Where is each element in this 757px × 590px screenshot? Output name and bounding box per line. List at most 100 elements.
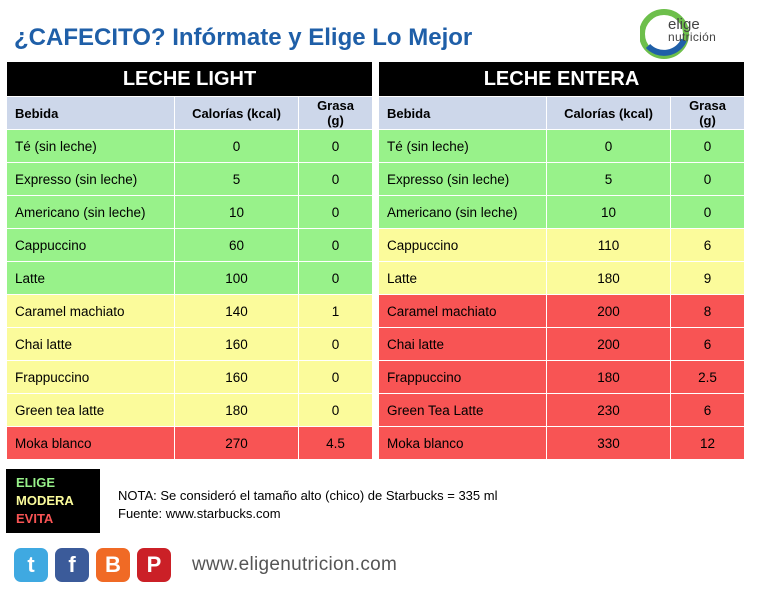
blogger-icon[interactable]: B <box>96 548 130 582</box>
cell-calorias: 180 <box>546 261 671 295</box>
cell-grasa: 0 <box>669 195 746 229</box>
column-header-bebida: Bebida <box>378 96 547 130</box>
logo-line1: elige <box>668 16 700 33</box>
cell-grasa: 8 <box>669 294 746 328</box>
table-row: Caramel machiato 140 1 <box>6 294 373 328</box>
legend-modera: MODERA <box>16 493 74 508</box>
cell-bebida: Frappuccino <box>6 360 175 394</box>
cell-grasa: 0 <box>298 261 373 295</box>
logo-line2: nutrición <box>668 30 717 44</box>
table-row: Expresso (sin leche) 5 0 <box>378 162 746 196</box>
cell-grasa: 0 <box>298 327 373 361</box>
cell-grasa: 12 <box>669 426 746 460</box>
cell-grasa: 6 <box>669 327 746 361</box>
page-title: ¿CAFECITO? Infórmate y Elige Lo Mejor <box>14 24 473 51</box>
table-row: Chai latte 160 0 <box>6 327 373 361</box>
cell-calorias: 160 <box>174 327 299 361</box>
cell-grasa: 6 <box>669 393 746 427</box>
source-line: Fuente: www.starbucks.com <box>118 506 281 521</box>
cell-bebida: Moka blanco <box>6 426 175 460</box>
cell-bebida: Cappuccino <box>378 228 547 262</box>
cell-calorias: 10 <box>546 195 671 229</box>
table-row: Latte 100 0 <box>6 261 373 295</box>
cell-calorias: 160 <box>174 360 299 394</box>
column-header-grasa: Grasa (g) <box>298 96 373 130</box>
cell-grasa: 0 <box>298 360 373 394</box>
table-row: Green Tea Latte 230 6 <box>378 393 746 427</box>
cell-calorias: 110 <box>546 228 671 262</box>
cell-bebida: Latte <box>378 261 547 295</box>
color-legend: ELIGE MODERA EVITA <box>6 469 100 533</box>
cell-grasa: 0 <box>669 129 746 163</box>
cell-grasa: 0 <box>298 228 373 262</box>
cell-grasa: 0 <box>298 195 373 229</box>
cell-calorias: 5 <box>174 162 299 196</box>
cell-bebida: Chai latte <box>6 327 175 361</box>
table-heading: LECHE ENTERA <box>377 61 746 97</box>
table-heading: LECHE LIGHT <box>6 61 373 97</box>
table-row: Americano (sin leche) 10 0 <box>378 195 746 229</box>
cell-bebida: Expresso (sin leche) <box>6 162 175 196</box>
column-header-grasa: Grasa (g) <box>669 96 746 130</box>
cell-calorias: 270 <box>174 426 299 460</box>
column-header-calorias: Calorías (kcal) <box>546 96 671 130</box>
column-header-bebida: Bebida <box>6 96 175 130</box>
note: NOTA: Se consideró el tamaño alto (chico… <box>118 487 497 523</box>
cell-bebida: Caramel machiato <box>6 294 175 328</box>
cell-bebida: Chai latte <box>378 327 547 361</box>
cell-grasa: 0 <box>298 393 373 427</box>
column-header-calorias: Calorías (kcal) <box>174 96 299 130</box>
table-row: Chai latte 200 6 <box>378 327 746 361</box>
cell-grasa: 6 <box>669 228 746 262</box>
cell-calorias: 100 <box>174 261 299 295</box>
pinterest-icon[interactable]: P <box>137 548 171 582</box>
cell-bebida: Té (sin leche) <box>6 129 175 163</box>
facebook-icon[interactable]: f <box>55 548 89 582</box>
cell-bebida: Green tea latte <box>6 393 175 427</box>
cell-calorias: 60 <box>174 228 299 262</box>
cell-calorias: 180 <box>174 393 299 427</box>
cell-calorias: 10 <box>174 195 299 229</box>
table-row: Expresso (sin leche) 5 0 <box>6 162 373 196</box>
cell-bebida: Caramel machiato <box>378 294 547 328</box>
table-row: Cappuccino 110 6 <box>378 228 746 262</box>
cell-calorias: 230 <box>546 393 671 427</box>
table-leche-light: LECHE LIGHT Bebida Calorías (kcal) Grasa… <box>6 61 373 460</box>
cell-bebida: Americano (sin leche) <box>378 195 547 229</box>
cell-grasa: 4.5 <box>298 426 373 460</box>
table-row: Caramel machiato 200 8 <box>378 294 746 328</box>
elige-nutricion-logo <box>640 9 689 59</box>
cell-bebida: Latte <box>6 261 175 295</box>
cell-grasa: 0 <box>298 129 373 163</box>
twitter-icon[interactable]: t <box>14 548 48 582</box>
cell-bebida: Moka blanco <box>378 426 547 460</box>
table-row: Moka blanco 270 4.5 <box>6 426 373 460</box>
note-line: NOTA: Se consideró el tamaño alto (chico… <box>118 488 498 503</box>
cell-bebida: Té (sin leche) <box>378 129 547 163</box>
cell-bebida: Cappuccino <box>6 228 175 262</box>
legend-evita: EVITA <box>16 511 54 526</box>
cell-calorias: 180 <box>546 360 671 394</box>
cell-grasa: 9 <box>669 261 746 295</box>
cell-calorias: 200 <box>546 294 671 328</box>
cell-bebida: Americano (sin leche) <box>6 195 175 229</box>
cell-calorias: 0 <box>546 129 671 163</box>
cell-calorias: 330 <box>546 426 671 460</box>
cell-bebida: Green Tea Latte <box>378 393 547 427</box>
table-row: Té (sin leche) 0 0 <box>378 129 746 163</box>
table-leche-entera: LECHE ENTERA Bebida Calorías (kcal) Gras… <box>377 61 746 460</box>
table-row: Americano (sin leche) 10 0 <box>6 195 373 229</box>
legend-elige: ELIGE <box>16 475 56 490</box>
website-link[interactable]: www.eligenutricion.com <box>192 554 398 575</box>
cell-calorias: 200 <box>546 327 671 361</box>
table-row: Latte 180 9 <box>378 261 746 295</box>
cell-calorias: 5 <box>546 162 671 196</box>
cell-grasa: 1 <box>298 294 373 328</box>
logo-text: elige nutrición <box>668 16 717 44</box>
table-row: Frappuccino 180 2.5 <box>378 360 746 394</box>
cell-bebida: Expresso (sin leche) <box>378 162 547 196</box>
cell-calorias: 140 <box>174 294 299 328</box>
table-row: Green tea latte 180 0 <box>6 393 373 427</box>
table-row: Té (sin leche) 0 0 <box>6 129 373 163</box>
table-row: Cappuccino 60 0 <box>6 228 373 262</box>
